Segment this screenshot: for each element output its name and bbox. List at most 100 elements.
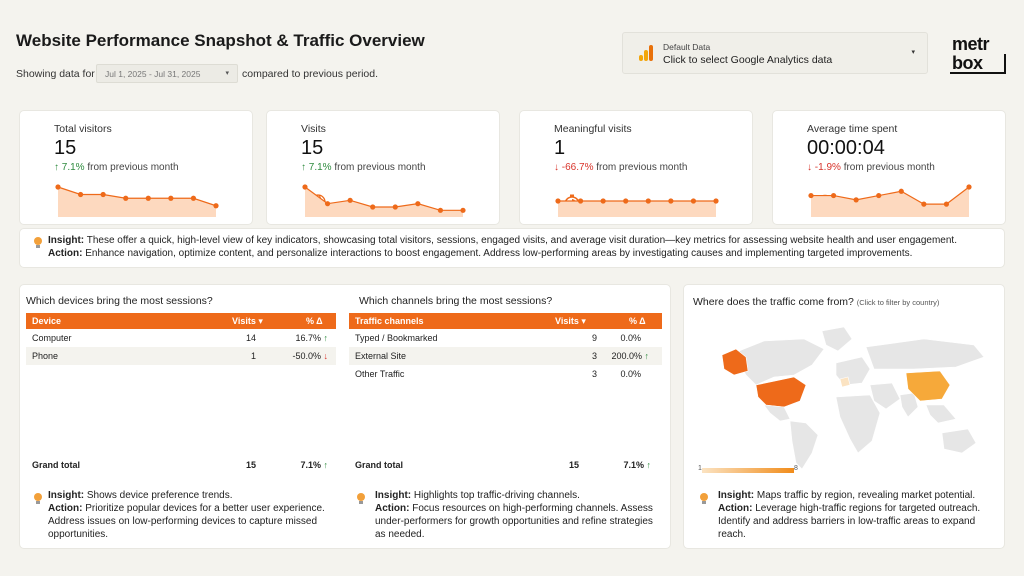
map-region-se-asia[interactable] — [925, 404, 957, 424]
channels-question: Which channels bring the most sessions? — [359, 295, 553, 307]
col-delta[interactable]: % Δ — [306, 316, 323, 326]
channels-insight-text: Insight: Highlights top traffic-driving … — [375, 489, 665, 541]
action-body: Prioritize popular devices for a better … — [48, 503, 325, 540]
table-row[interactable]: External Site 3 200.0% ↑ — [349, 347, 662, 365]
kpi-value: 15 — [54, 137, 77, 159]
devices-grand-total: Grand total 15 7.1% ↑ — [32, 460, 332, 474]
users-icon — [30, 122, 82, 209]
arrow-down-icon: ↓ — [807, 162, 812, 173]
lightbulb-icon — [698, 492, 710, 505]
analytics-icon — [639, 45, 653, 61]
sparkline-point — [668, 198, 674, 204]
map-region-south-america[interactable] — [789, 420, 819, 470]
kpi-delta: ↓ -66.7% from previous month — [554, 162, 687, 173]
kpi-delta: ↑ 7.1% from previous month — [54, 162, 179, 173]
kpi-delta-text: from previous month — [843, 162, 935, 173]
kpi-delta-text: from previous month — [334, 162, 426, 173]
sparkline-point — [943, 201, 950, 207]
action-label: Action: — [48, 503, 83, 514]
sparkline-average-time — [808, 184, 972, 217]
sparkline-line — [57, 186, 217, 207]
map-legend-gradient — [702, 468, 794, 473]
date-range-picker[interactable]: Jul 1, 2025 - Jul 31, 2025 ▾ — [96, 64, 238, 83]
cell-delta: 0.0% — [620, 369, 641, 379]
table-row[interactable]: Typed / Bookmarked 9 0.0% — [349, 329, 662, 347]
clock-icon — [783, 122, 834, 212]
map-region-africa[interactable] — [835, 394, 881, 454]
sparkline-point — [392, 204, 398, 210]
cell-visits: 14 — [245, 333, 256, 343]
map-region-alaska[interactable] — [721, 348, 749, 376]
kpi-card-visits: Visits 15 ↑ 7.1% from previous month — [266, 110, 500, 225]
map-region-greenland[interactable] — [821, 326, 853, 352]
sparkline-total-visitors — [55, 184, 219, 217]
world-map[interactable] — [694, 313, 994, 473]
map-region-usa[interactable] — [755, 376, 807, 408]
insight-label: Insight: — [48, 490, 85, 501]
cell-delta-value: 200.0% — [611, 351, 642, 361]
kpi-value: 1 — [554, 137, 566, 159]
arrow-up-icon: ↑ — [644, 351, 650, 361]
map-region-france[interactable] — [839, 376, 851, 388]
channels-table-header: Traffic channels Visits ▾ % Δ — [349, 313, 662, 329]
cell-name: External Site — [355, 351, 407, 361]
sparkline-point — [100, 191, 106, 198]
cell-delta: -50.0% ↓ — [288, 351, 328, 361]
sparkline-point — [190, 195, 197, 201]
col-visits[interactable]: Visits ▾ — [232, 316, 263, 326]
map-region-canada[interactable] — [733, 338, 825, 386]
channels-grand-total: Grand total 15 7.1% ↑ — [355, 460, 660, 474]
lightbulb-icon — [32, 236, 44, 249]
kpi-label: Meaningful visits — [554, 123, 632, 135]
globe-cursor-icon — [277, 122, 328, 212]
table-row[interactable]: Phone 1 -50.0% ↓ — [26, 347, 336, 365]
arrow-up-icon: ↑ — [301, 162, 306, 173]
sparkline-point — [645, 198, 651, 204]
sparkline-point — [921, 201, 927, 207]
sparkline-point — [77, 191, 84, 198]
map-region-mexico[interactable] — [763, 404, 791, 422]
sparkline-point — [713, 198, 719, 204]
col-visits[interactable]: Visits ▾ — [555, 316, 586, 326]
kpi-insight-box: Insight: These offer a quick, high-level… — [19, 228, 1005, 268]
sparkline-line — [811, 186, 970, 205]
arrow-down-icon: ↓ — [323, 351, 329, 361]
sparkline-point — [853, 197, 859, 203]
data-source-selector[interactable]: Default Data Click to select Google Anal… — [622, 32, 928, 74]
cell-visits: 1 — [250, 351, 256, 361]
total-delta-value: 7.1% — [623, 460, 644, 470]
action-body: Enhance navigation, optimize content, an… — [85, 248, 913, 259]
sparkline-area — [305, 187, 463, 217]
sparkline-point — [347, 197, 353, 203]
insight-body: Maps traffic by region, revealing market… — [756, 490, 976, 501]
cell-delta: 16.7% ↑ — [288, 333, 328, 343]
sparkline-point — [555, 198, 561, 204]
map-region-china[interactable] — [905, 370, 951, 402]
logo-line1: metr — [952, 34, 990, 54]
kpi-label: Visits — [301, 123, 326, 135]
col-device[interactable]: Device — [32, 316, 62, 326]
table-row[interactable]: Other Traffic 3 0.0% — [349, 365, 662, 383]
map-region-india[interactable] — [899, 392, 919, 418]
kpi-card-average-time: Average time spent 00:00:04 ↓ -1.9% from… — [772, 110, 1006, 225]
kpi-delta: ↓ -1.9% from previous month — [807, 162, 935, 173]
action-body: Leverage high-traffic regions for target… — [718, 503, 981, 540]
kpi-delta-text: from previous month — [596, 162, 688, 173]
col-delta[interactable]: % Δ — [629, 316, 646, 326]
date-range-value: Jul 1, 2025 - Jul 31, 2025 — [105, 69, 201, 79]
logo-line2: box — [952, 53, 983, 73]
col-channel[interactable]: Traffic channels — [355, 316, 424, 326]
kpi-delta-value: 7.1% — [308, 162, 332, 173]
arrow-up-icon: ↑ — [646, 460, 652, 470]
cell-name: Other Traffic — [355, 369, 405, 379]
sparkline-point — [415, 201, 421, 207]
map-region-middle-east[interactable] — [869, 382, 901, 410]
sparkline-point — [830, 192, 837, 199]
kpi-delta-value: -66.7% — [561, 162, 594, 173]
table-row[interactable]: Computer 14 16.7% ↑ — [26, 329, 336, 347]
map-region-australia[interactable] — [941, 428, 977, 454]
sparkline-point — [600, 198, 606, 204]
map-region-russia[interactable] — [865, 338, 985, 370]
sparkline-point — [876, 192, 882, 199]
sparkline-point — [145, 195, 151, 201]
